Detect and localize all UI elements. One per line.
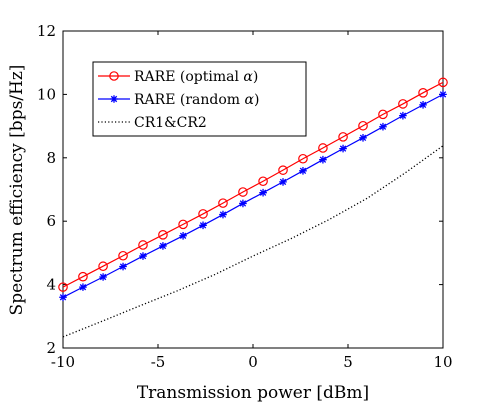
- data-point: [198, 209, 208, 219]
- data-point: [398, 99, 408, 109]
- data-point: [378, 109, 388, 120]
- data-point: [399, 111, 407, 120]
- data-point: [218, 198, 228, 208]
- data-point: [239, 199, 247, 208]
- data-point: [338, 132, 348, 142]
- data-point: [278, 165, 288, 175]
- data-point: [259, 188, 267, 197]
- series-0: [58, 77, 448, 292]
- data-point: [358, 120, 368, 131]
- data-point: [78, 271, 88, 282]
- data-point: [179, 231, 187, 240]
- data-point: [119, 262, 127, 271]
- data-point: [98, 261, 108, 272]
- y-tick-label: 2: [46, 339, 56, 357]
- data-point: [79, 283, 87, 291]
- data-point: [258, 176, 268, 187]
- series-2: [62, 145, 444, 338]
- legend: RARE (optimal α) RARE (random α) CR1&CR2: [92, 61, 307, 137]
- y-tick-label: 8: [46, 149, 56, 167]
- data-point: [379, 122, 387, 131]
- data-point: [178, 219, 188, 230]
- y-tick-label: 12: [37, 22, 56, 40]
- data-point: [318, 143, 328, 153]
- data-point: [138, 240, 148, 250]
- y-tick-label: 10: [37, 85, 56, 103]
- x-axis-label: Transmission power [dBm]: [137, 383, 369, 403]
- legend-entry: RARE (random α): [98, 92, 259, 108]
- series-line: [62, 145, 444, 338]
- data-point: [199, 221, 207, 230]
- series-layer: [58, 77, 448, 338]
- x-tick-label: 5: [343, 353, 353, 371]
- data-point: [418, 88, 428, 98]
- series-1: [59, 90, 447, 302]
- data-point: [439, 90, 447, 99]
- legend-label: CR1&CR2: [134, 115, 207, 131]
- y-axis: 2 4 6 8 10 12: [37, 22, 443, 357]
- y-tick-label: 6: [46, 212, 56, 230]
- data-point: [58, 282, 68, 292]
- data-point: [158, 230, 168, 240]
- legend-entry: CR1&CR2: [98, 115, 207, 131]
- data-point: [299, 166, 307, 175]
- x-tick-label: 10: [433, 353, 452, 371]
- data-point: [279, 178, 287, 186]
- legend-label: RARE (random α): [134, 92, 259, 108]
- legend-label: RARE (optimal α): [134, 69, 258, 85]
- legend-marker: [110, 95, 118, 103]
- x-axis: -10 -5 0 5 10: [51, 31, 453, 371]
- y-axis-label: Spectrum efficiency [bps/Hz]: [7, 65, 27, 316]
- data-point: [438, 77, 448, 88]
- data-point: [339, 144, 347, 153]
- data-point: [238, 187, 248, 197]
- data-point: [99, 273, 107, 281]
- data-point: [298, 153, 308, 164]
- legend-marker: [109, 71, 119, 81]
- data-point: [118, 250, 128, 261]
- y-tick-label: 4: [46, 276, 56, 294]
- data-point: [319, 155, 327, 164]
- x-tick-label: -10: [51, 353, 75, 371]
- data-point: [159, 242, 167, 250]
- data-point: [59, 293, 67, 302]
- data-point: [219, 210, 227, 219]
- data-point: [139, 252, 147, 260]
- legend-entry: RARE (optimal α): [98, 69, 258, 85]
- x-tick-label: 0: [248, 353, 258, 371]
- x-tick-label: -5: [151, 353, 166, 371]
- series-line: [62, 93, 444, 298]
- data-point: [359, 134, 367, 142]
- data-point: [419, 101, 427, 109]
